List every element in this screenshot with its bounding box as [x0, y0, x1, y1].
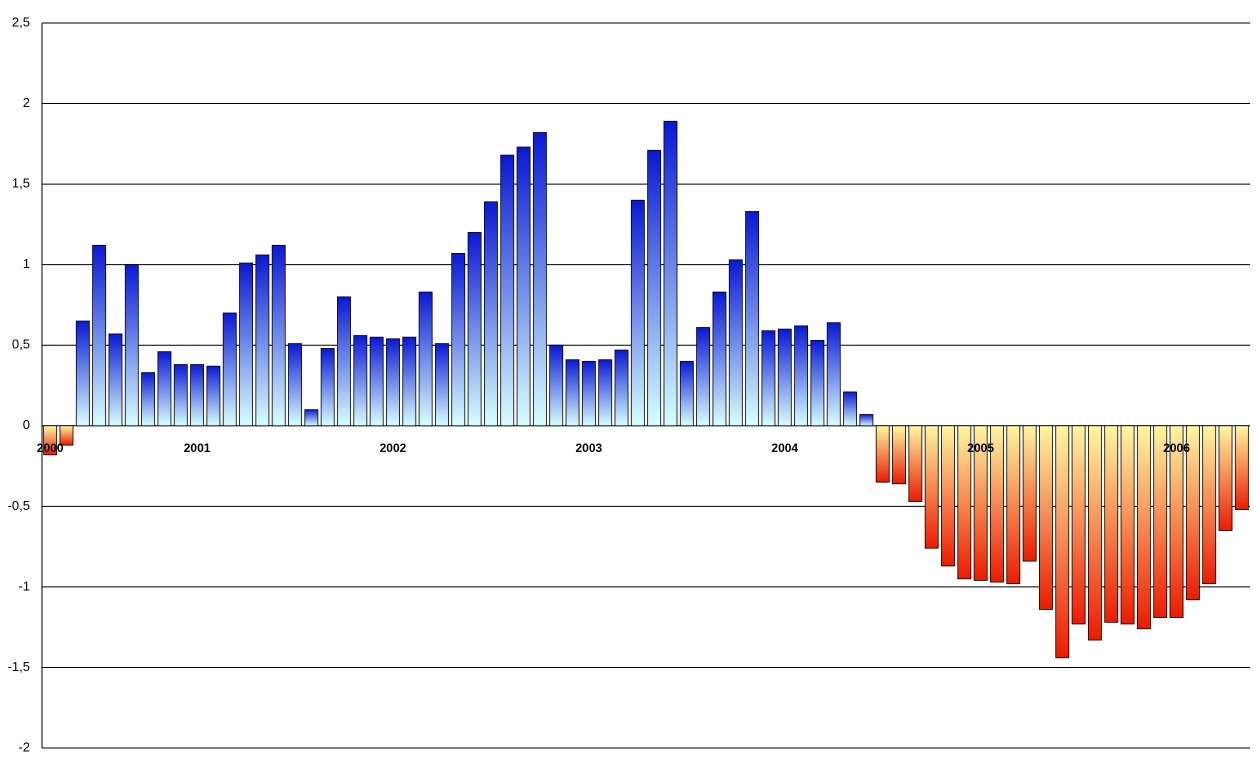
y-tick-label: 2	[23, 95, 30, 110]
bar	[859, 414, 874, 427]
bar	[108, 333, 123, 427]
bar	[941, 425, 955, 567]
bar	[1071, 425, 1086, 625]
bar	[647, 149, 662, 427]
bar	[271, 244, 286, 427]
x-tick-label: 2002	[380, 441, 407, 455]
bar	[598, 359, 613, 427]
bar	[369, 336, 384, 427]
bar	[402, 336, 417, 427]
bar	[43, 425, 58, 456]
bar	[173, 364, 188, 427]
bar	[1006, 425, 1021, 585]
bar	[565, 359, 580, 427]
bar	[532, 132, 547, 427]
x-tick-label: 2005	[967, 441, 994, 455]
bar	[892, 425, 906, 485]
bar	[924, 425, 939, 549]
bar	[353, 335, 368, 427]
x-tick-label: 2003	[576, 441, 603, 455]
bar	[614, 349, 629, 427]
bar	[1218, 425, 1233, 531]
x-tick-label: 2006	[1163, 441, 1190, 455]
bar	[973, 425, 988, 581]
bar	[990, 425, 1004, 583]
bar	[761, 330, 776, 427]
bar	[516, 146, 531, 427]
bar	[467, 232, 482, 427]
bar	[75, 320, 90, 427]
bar	[1087, 425, 1102, 641]
bar	[696, 327, 711, 427]
bar	[1022, 425, 1037, 562]
bar	[728, 259, 743, 427]
y-tick-label: 0	[23, 417, 30, 432]
bar	[581, 360, 596, 427]
bar	[1202, 425, 1217, 585]
bar	[124, 264, 139, 427]
bar	[451, 252, 466, 427]
bar	[1055, 425, 1070, 659]
bar	[908, 425, 923, 502]
y-tick-label: -0,5	[8, 498, 30, 513]
bar	[712, 291, 727, 427]
bar	[337, 296, 351, 427]
bar	[320, 348, 335, 427]
y-tick-label: 1	[23, 256, 30, 271]
x-tick-label: 2001	[184, 441, 211, 455]
bar	[663, 120, 678, 427]
bar	[386, 338, 400, 427]
bar	[190, 364, 205, 427]
bar	[206, 365, 221, 427]
bar	[1039, 425, 1053, 610]
bar	[435, 343, 449, 427]
bar	[59, 425, 74, 446]
bar	[255, 254, 270, 427]
bar	[222, 312, 237, 427]
bar	[777, 328, 792, 427]
bar	[1153, 425, 1168, 618]
bar	[549, 344, 564, 427]
bar	[957, 425, 972, 580]
y-tick-label: 2,5	[12, 14, 30, 29]
y-tick-label: -1	[18, 578, 30, 593]
bar	[679, 360, 694, 427]
x-tick-label: 2004	[771, 441, 798, 455]
bar	[157, 351, 172, 427]
bar	[1169, 425, 1184, 618]
bar	[1185, 425, 1200, 601]
y-tick-label: 0,5	[12, 337, 30, 352]
bar	[500, 154, 515, 427]
bar	[745, 211, 760, 427]
bar	[483, 201, 498, 427]
y-tick-label: -1,5	[8, 659, 30, 674]
x-tick-label: 2000	[37, 441, 64, 455]
bar	[630, 199, 645, 427]
y-tick-label: 1,5	[12, 176, 30, 191]
bar	[1234, 425, 1249, 510]
bar	[794, 325, 809, 427]
bar	[141, 372, 156, 427]
bar	[304, 409, 319, 427]
bar	[239, 262, 253, 427]
bar	[1136, 425, 1151, 630]
bar	[288, 343, 302, 427]
bar	[843, 391, 857, 427]
bar	[1104, 425, 1119, 623]
bar	[826, 322, 841, 427]
bar	[1120, 425, 1135, 625]
bar	[92, 244, 107, 427]
y-tick-label: -2	[18, 739, 30, 754]
bar	[810, 339, 825, 427]
bar	[418, 291, 433, 427]
bar	[875, 425, 890, 483]
